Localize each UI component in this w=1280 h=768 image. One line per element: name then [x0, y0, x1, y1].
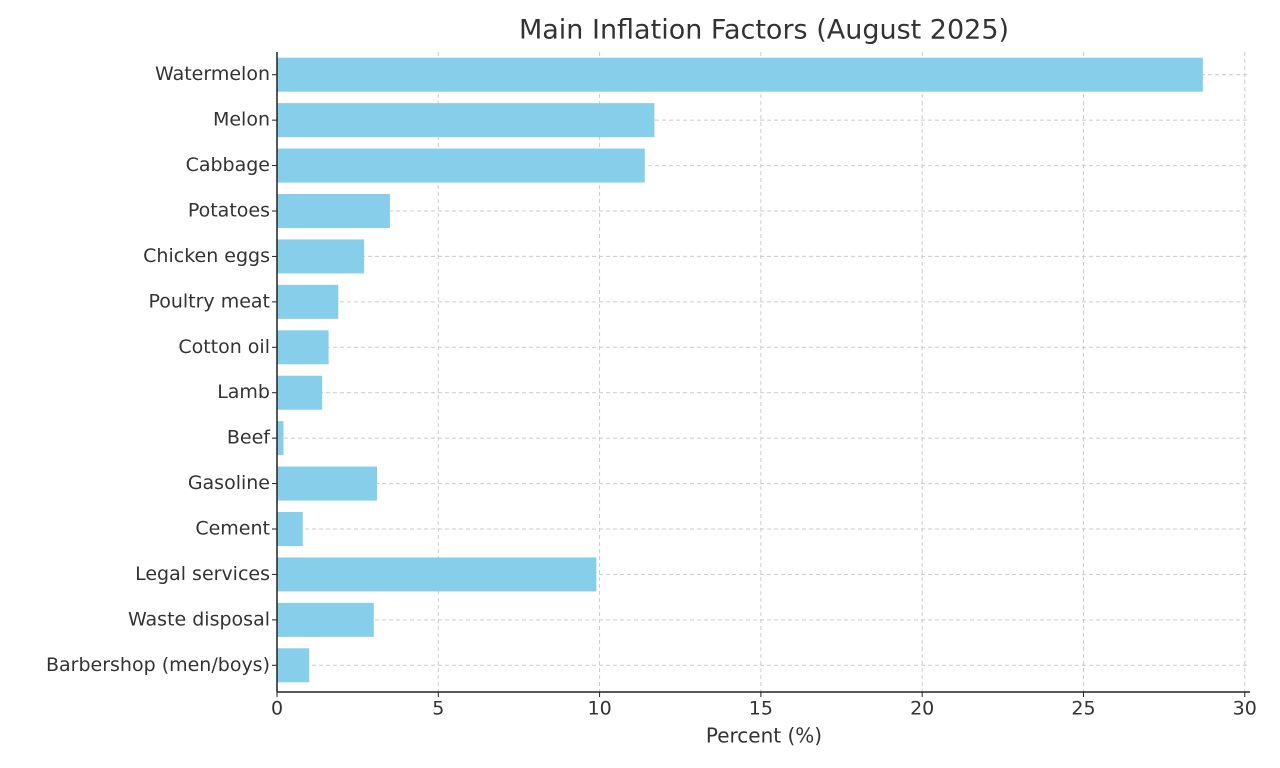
y-tick-label: Beef [227, 427, 271, 449]
y-tick-label: Cabbage [186, 154, 270, 176]
y-tick-label: Melon [213, 109, 270, 131]
bar [277, 330, 329, 365]
y-tick-label: Potatoes [188, 200, 270, 222]
y-tick-label: Watermelon [155, 63, 270, 85]
bar [277, 239, 365, 274]
bar [277, 602, 374, 637]
bar [277, 284, 339, 319]
x-tick-label: 10 [587, 698, 611, 720]
bar [277, 557, 597, 592]
y-tick-label: Chicken eggs [143, 245, 270, 267]
bar [277, 375, 323, 410]
bar [277, 466, 378, 501]
y-tick-label: Barbershop (men/boys) [46, 654, 270, 676]
bar [277, 194, 390, 228]
y-tick-label: Cement [195, 518, 270, 540]
bar [277, 421, 284, 456]
bar [277, 57, 1203, 92]
x-tick-label: 20 [910, 698, 934, 720]
x-tick-label: 5 [432, 698, 444, 720]
x-tick-label: 30 [1233, 698, 1257, 720]
chart-title: Main Inflation Factors (August 2025) [519, 15, 1009, 46]
x-tick-label: 0 [271, 698, 283, 720]
bar [277, 103, 655, 138]
y-tick-label: Cotton oil [178, 336, 270, 358]
y-tick-label: Gasoline [188, 472, 270, 494]
y-tick-label: Poultry meat [148, 290, 270, 312]
y-tick-label: Legal services [135, 563, 270, 585]
x-axis-label: Percent (%) [706, 724, 822, 748]
bar [277, 148, 645, 183]
y-tick-label: Lamb [217, 381, 270, 403]
x-tick-label: 15 [749, 698, 773, 720]
bar [277, 512, 303, 546]
x-tick-label: 25 [1071, 698, 1095, 720]
y-tick-label: Waste disposal [128, 608, 270, 630]
bar [277, 648, 310, 683]
